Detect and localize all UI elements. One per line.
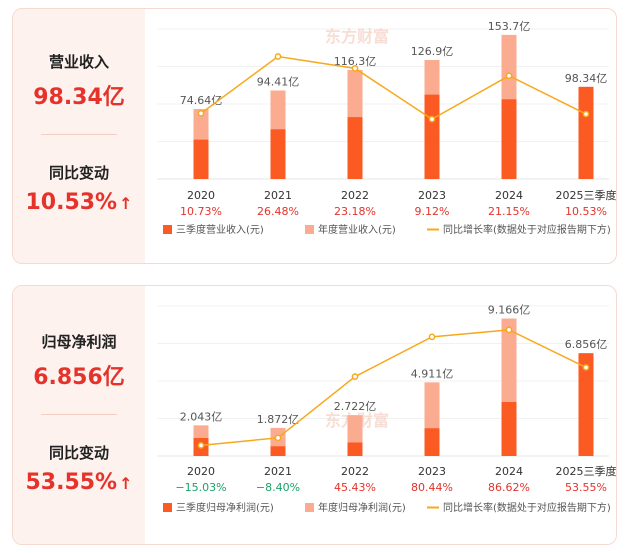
growth-label: 10.53% bbox=[565, 205, 607, 218]
legend-swatch bbox=[163, 225, 172, 234]
growth-label: 9.12% bbox=[415, 205, 450, 218]
year-tick-label: 2022 bbox=[341, 189, 369, 202]
growth-label: 26.48% bbox=[257, 205, 299, 218]
value-label: 74.64亿 bbox=[180, 94, 223, 107]
growth-point bbox=[351, 65, 359, 72]
revenue-value: 98.34亿 bbox=[33, 85, 125, 110]
growth-point bbox=[428, 333, 436, 341]
net-profit-chart: 东方财富2.043亿2020−15.03%1.872亿2021−8.40%2.7… bbox=[157, 304, 617, 514]
growth-point bbox=[351, 373, 359, 380]
q3-bar bbox=[193, 139, 209, 179]
year-tick-label: 2021 bbox=[264, 189, 292, 202]
growth-point bbox=[582, 110, 590, 118]
net-profit-label: 归母净利润 bbox=[41, 333, 117, 351]
q3-bar bbox=[578, 86, 594, 179]
revenue-summary: 营业收入 98.34亿 同比变动 10.53% ↑ bbox=[13, 9, 145, 263]
summary-divider bbox=[41, 414, 117, 415]
year-tick-label: 2025三季度 bbox=[556, 464, 617, 478]
value-label: 4.911亿 bbox=[411, 367, 454, 380]
legend-entry: 年度营业收入(元) bbox=[318, 223, 396, 236]
growth-label: 10.73% bbox=[180, 205, 222, 218]
value-label: 1.872亿 bbox=[257, 413, 300, 426]
net-profit-change-value: 53.55% bbox=[25, 470, 118, 495]
growth-line bbox=[200, 55, 587, 121]
q3-bar bbox=[501, 402, 517, 456]
year-tick-label: 2022 bbox=[341, 465, 369, 478]
q3-bar bbox=[270, 129, 286, 179]
growth-point bbox=[274, 434, 282, 442]
value-label: 126.9亿 bbox=[411, 45, 454, 58]
year-tick-label: 2020 bbox=[187, 465, 215, 478]
legend-entry: 三季度归母净利润(元) bbox=[176, 501, 274, 514]
growth-label: 80.44% bbox=[411, 481, 453, 494]
legend-swatch bbox=[305, 225, 314, 234]
legend-entry: 三季度营业收入(元) bbox=[176, 223, 264, 236]
net-profit-summary: 归母净利润 6.856亿 同比变动 53.55% ↑ bbox=[13, 286, 145, 544]
growth-point bbox=[582, 364, 590, 371]
growth-label: 53.55% bbox=[565, 481, 607, 494]
q3-bar bbox=[424, 428, 440, 456]
legend-swatch bbox=[305, 503, 314, 512]
arrow-up-icon: ↑ bbox=[119, 474, 133, 493]
growth-label: −15.03% bbox=[175, 481, 226, 494]
q3-bar bbox=[578, 353, 594, 456]
value-label: 2.722亿 bbox=[334, 400, 377, 413]
legend-entry: 同比增长率(数据处于对应报告期下方) bbox=[443, 223, 611, 236]
growth-label: 86.62% bbox=[488, 481, 530, 494]
value-label: 116.3亿 bbox=[334, 55, 377, 68]
revenue-chart: 东方财富 74.64亿 2020 10.73% 94.41亿 2021 26.48% 116.… bbox=[157, 20, 617, 236]
summary-divider bbox=[41, 134, 117, 135]
legend-entry: 年度归母净利润(元) bbox=[318, 501, 406, 514]
q3-bar bbox=[424, 94, 440, 179]
net-profit-change-row: 53.55% ↑ bbox=[13, 470, 145, 495]
net-profit-value: 6.856亿 bbox=[33, 365, 125, 390]
value-label: 153.7亿 bbox=[488, 20, 531, 33]
value-label: 6.856亿 bbox=[565, 338, 608, 351]
year-tick-label: 2020 bbox=[187, 189, 215, 202]
q3-bar bbox=[347, 442, 363, 456]
growth-point bbox=[274, 53, 282, 60]
value-label: 9.166亿 bbox=[488, 304, 531, 317]
net-profit-change-label: 同比变动 bbox=[48, 444, 109, 462]
watermark-text: 东方财富 bbox=[325, 27, 389, 46]
value-label: 94.41亿 bbox=[257, 75, 300, 88]
growth-label: 23.18% bbox=[334, 205, 376, 218]
year-tick-label: 2023 bbox=[418, 189, 446, 202]
growth-label: 21.15% bbox=[488, 205, 530, 218]
growth-point bbox=[197, 109, 205, 117]
growth-point bbox=[505, 72, 513, 80]
growth-label: −8.40% bbox=[256, 481, 300, 494]
revenue-label: 营业收入 bbox=[48, 53, 109, 71]
value-label: 2.043亿 bbox=[180, 410, 223, 423]
year-tick-label: 2024 bbox=[495, 465, 523, 478]
legend-entry: 同比增长率(数据处于对应报告期下方) bbox=[443, 501, 611, 514]
year-tick-label: 2021 bbox=[264, 465, 292, 478]
arrow-up-icon: ↑ bbox=[119, 194, 133, 213]
revenue-panel: 营业收入 98.34亿 同比变动 10.53% ↑ 东方财富 74.64亿 2020 1… bbox=[12, 8, 617, 264]
q3-bar bbox=[347, 117, 363, 179]
growth-point bbox=[428, 115, 436, 123]
growth-point bbox=[505, 326, 513, 334]
revenue-change-value: 10.53% bbox=[25, 190, 118, 215]
revenue-change-label: 同比变动 bbox=[48, 164, 109, 182]
revenue-change-row: 10.53% ↑ bbox=[13, 190, 145, 215]
year-tick-label: 2024 bbox=[495, 189, 523, 202]
growth-label: 45.43% bbox=[334, 481, 376, 494]
year-tick-label: 2025三季度 bbox=[556, 188, 617, 202]
q3-bar bbox=[270, 446, 286, 456]
growth-point bbox=[197, 442, 205, 449]
year-tick-label: 2023 bbox=[418, 465, 446, 478]
value-label: 98.34亿 bbox=[565, 72, 608, 85]
net-profit-panel: 归母净利润 6.856亿 同比变动 53.55%↑ 东方财富2.043亿2020… bbox=[12, 285, 617, 545]
growth-line bbox=[200, 329, 587, 447]
legend-swatch bbox=[163, 503, 172, 512]
q3-bar bbox=[501, 99, 517, 179]
